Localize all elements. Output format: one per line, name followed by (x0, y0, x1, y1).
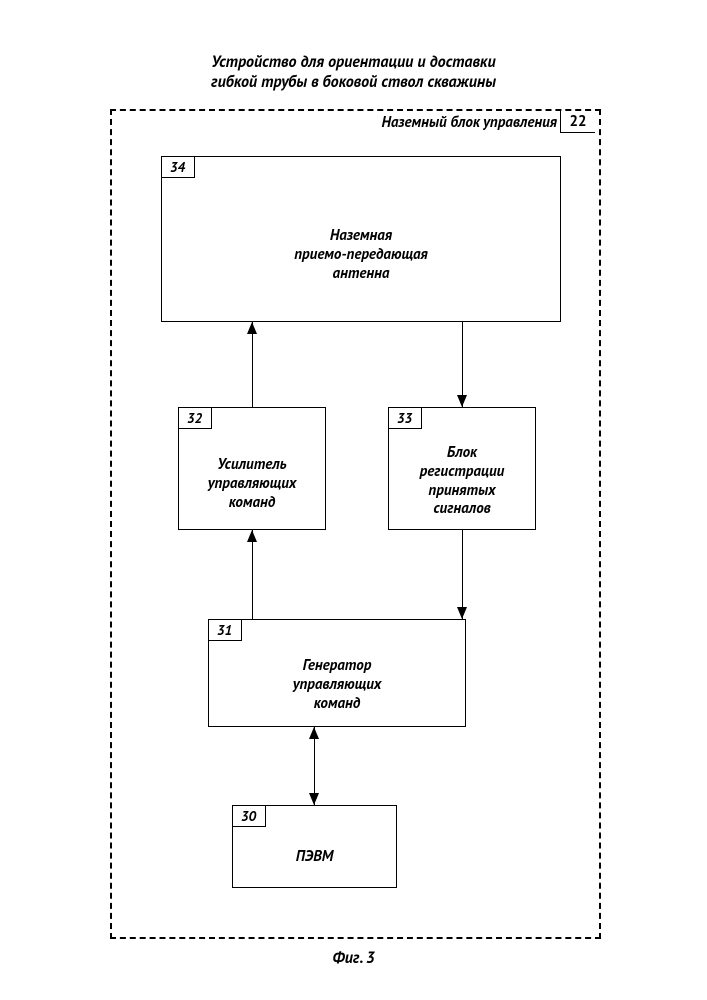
block-33-text: Блокрегистрациипринятыхсигналов (389, 444, 535, 519)
block-30-text: ПЭВМ (233, 848, 396, 867)
block-antenna-34: 34 Наземнаяприемо-передающаяантенна (161, 156, 561, 322)
figure-caption: Фиг. 3 (0, 948, 707, 968)
block-33-number: 33 (388, 407, 422, 429)
page-root: Устройство для ориентации и доставки гиб… (0, 0, 707, 1000)
title-line-2: гибкой трубы в боковой ствол скважины (0, 72, 707, 92)
block-pc-30: 30 ПЭВМ (232, 805, 397, 888)
block-31-text: Генераторуправляющихкоманд (209, 657, 465, 713)
block-32-text: Усилительуправляющихкоманд (179, 456, 325, 512)
block-recorder-33: 33 Блокрегистрациипринятыхсигналов (388, 407, 536, 530)
frame-number: 22 (569, 112, 586, 131)
title-line-1: Устройство для ориентации и доставки (0, 52, 707, 72)
block-34-number: 34 (161, 156, 195, 178)
block-31-number: 31 (208, 619, 242, 641)
frame-number-box: 22 (560, 110, 595, 133)
block-34-text: Наземнаяприемо-передающаяантенна (162, 227, 560, 283)
block-32-number: 32 (178, 407, 212, 429)
block-amplifier-32: 32 Усилительуправляющихкоманд (178, 407, 326, 530)
block-generator-31: 31 Генераторуправляющихкоманд (208, 619, 466, 727)
block-30-number: 30 (232, 805, 266, 827)
frame-label: Наземный блок управления (381, 113, 557, 132)
